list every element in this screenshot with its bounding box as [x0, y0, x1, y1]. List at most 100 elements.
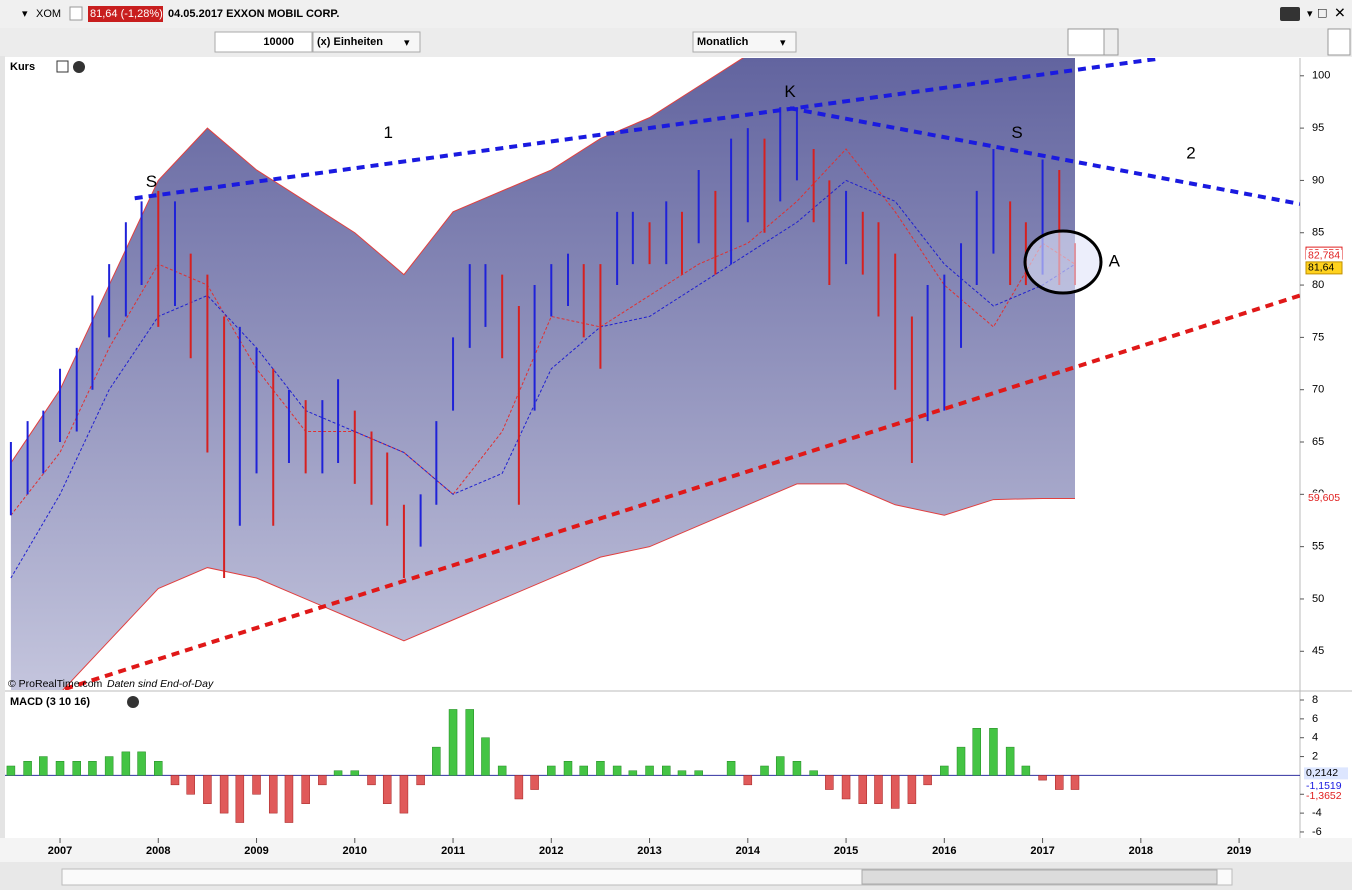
histogram-bar — [956, 746, 966, 776]
histogram-bar — [448, 709, 458, 776]
panel-header — [8, 694, 142, 710]
histogram-bar — [235, 775, 245, 823]
indicator-dropdown[interactable] — [1103, 28, 1119, 56]
window-icon[interactable] — [56, 60, 69, 73]
histogram-bar — [301, 775, 310, 804]
annotation: A — [1109, 252, 1121, 271]
histogram-bar — [792, 761, 802, 776]
unit[interactable]: (x) Einheiten — [317, 36, 383, 48]
price-label: 81,64 — [1308, 262, 1334, 274]
histogram-bar — [874, 775, 883, 804]
histogram-bar — [154, 761, 163, 776]
close-icon[interactable] — [73, 61, 85, 73]
annotation: 1 — [383, 123, 392, 142]
trend-line — [789, 106, 1300, 206]
x-tick-label: 2015 — [834, 845, 858, 857]
overlay — [1023, 229, 1103, 295]
histogram-bar — [858, 775, 868, 804]
band-lower — [62, 483, 1075, 690]
y-tick-label: 2 — [1312, 750, 1318, 762]
unit-select[interactable] — [312, 31, 421, 53]
y-tick-label: 50 — [1312, 593, 1324, 605]
histogram-bar — [940, 765, 949, 776]
histogram-bar — [6, 765, 16, 776]
histogram-bar — [579, 765, 588, 776]
price-panel — [9, 58, 1300, 690]
histogram-bar — [923, 775, 932, 786]
quantity-input[interactable] — [214, 31, 313, 53]
histogram-bar — [1021, 765, 1031, 776]
value-label: -1,1519 — [1306, 780, 1342, 792]
histogram-bar — [137, 751, 146, 776]
indicator-button[interactable] — [1067, 28, 1105, 56]
close-icon[interactable]: ✕ — [1334, 5, 1346, 21]
keyboard-icon[interactable] — [1280, 7, 1300, 21]
price-label-box — [1305, 261, 1343, 275]
scroll-thumb[interactable] — [861, 869, 1218, 885]
histogram-bar — [760, 765, 769, 776]
symbol[interactable]: XOM — [36, 8, 61, 20]
price-label: 59,605 — [1308, 492, 1340, 504]
value-label-box — [1304, 780, 1348, 793]
refresh-button[interactable] — [1327, 28, 1351, 56]
x-tick-label: 2009 — [244, 845, 268, 857]
histogram-bar — [382, 775, 392, 804]
histogram-bar — [88, 761, 97, 776]
y-tick-label: 70 — [1312, 384, 1324, 396]
left-strip — [0, 56, 5, 890]
quantity[interactable]: 10000 — [263, 36, 294, 48]
dropdown-arrow[interactable]: ▾ — [22, 8, 28, 20]
histogram-bar — [367, 775, 376, 786]
instrument-title: 04.05.2017 EXXON MOBIL CORP. — [168, 8, 339, 20]
x-tick-label: 2018 — [1129, 845, 1153, 857]
histogram-bar — [432, 746, 441, 776]
histogram-bar — [547, 765, 556, 776]
histogram-bar — [252, 775, 261, 795]
close-icon[interactable] — [127, 696, 139, 708]
histogram-bar — [481, 737, 490, 776]
histogram-bar — [563, 761, 573, 776]
histogram-bar — [612, 765, 622, 776]
y-tick-label: -6 — [1312, 826, 1322, 838]
histogram-bar — [318, 775, 327, 786]
y-tick-label: 90 — [1312, 174, 1324, 186]
period-select[interactable] — [692, 31, 797, 53]
histogram-bar — [268, 775, 278, 814]
histogram-bar — [39, 756, 48, 776]
histogram-bar — [121, 751, 131, 776]
value-label-box — [1304, 790, 1348, 803]
dropdown-icon[interactable]: ▾ — [1307, 8, 1313, 20]
period[interactable]: Monatlich — [697, 36, 749, 48]
maximize-icon[interactable]: □ — [1318, 5, 1327, 21]
panel-title: MACD (3 10 16) — [10, 696, 90, 708]
histogram-bar — [104, 756, 114, 776]
histogram-bar — [825, 775, 834, 790]
histogram-bar — [416, 775, 425, 786]
histogram-bar — [890, 775, 900, 809]
histogram-bar — [662, 765, 671, 776]
info-icon[interactable] — [69, 6, 83, 21]
axis-area — [1300, 58, 1352, 838]
y-tick-label: 100 — [1312, 70, 1330, 82]
histogram-bar — [170, 775, 180, 786]
histogram-bar — [530, 775, 539, 790]
histogram-bar — [514, 775, 524, 800]
select-arrow[interactable]: ▾ — [780, 37, 786, 49]
price-label-box — [1306, 492, 1342, 505]
x-tick-label: 2010 — [343, 845, 367, 857]
trend-line — [64, 293, 1300, 690]
histogram-bar — [1005, 746, 1015, 776]
histogram-bar — [284, 775, 294, 823]
histogram-bar — [203, 775, 212, 804]
quote: 81,64 (-1,28%) — [90, 8, 163, 20]
histogram-bar — [186, 775, 195, 795]
select-arrow[interactable]: ▾ — [404, 37, 410, 49]
panel-title: Kurs — [10, 61, 35, 73]
histogram-bar — [628, 770, 638, 776]
y-tick-label: 45 — [1312, 645, 1324, 657]
value-label-box — [1304, 767, 1348, 780]
histogram-bar — [989, 728, 998, 776]
histogram-bar — [465, 709, 474, 776]
